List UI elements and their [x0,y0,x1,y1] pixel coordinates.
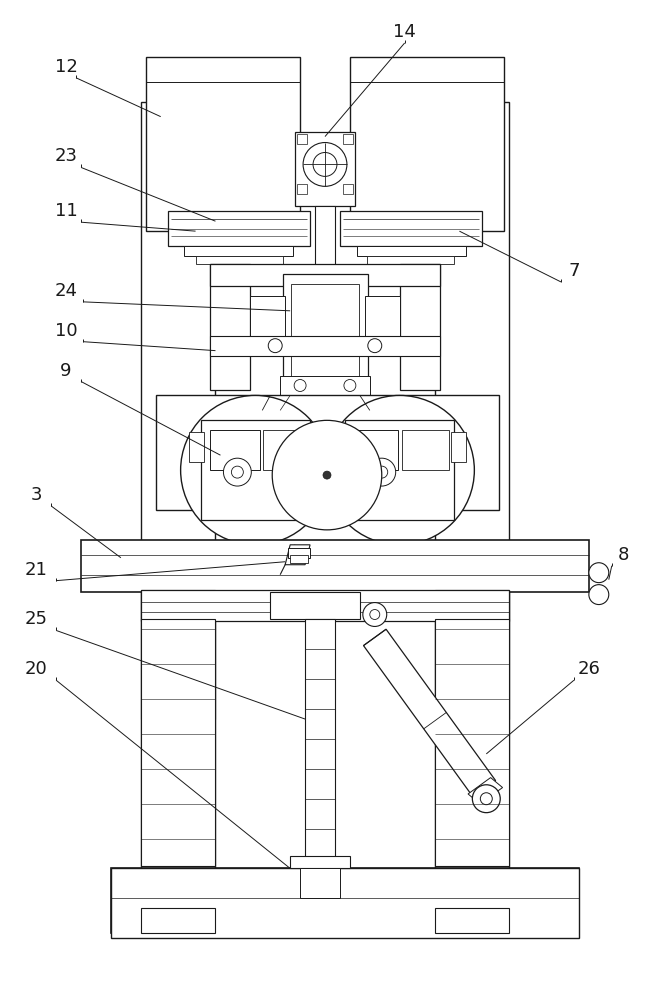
Circle shape [363,603,387,626]
Circle shape [313,152,337,176]
Circle shape [472,785,500,813]
Polygon shape [468,778,502,804]
Circle shape [272,420,382,530]
Bar [367,256,454,264]
Bar [300,868,340,898]
Bar [283,274,368,385]
Bar [184,246,293,256]
Bar [350,430,398,470]
Bar [280,376,370,395]
Bar [195,256,283,264]
Bar [343,134,353,144]
Text: 10: 10 [55,322,77,340]
Circle shape [376,466,387,478]
Bar [452,432,467,462]
Circle shape [180,395,330,545]
Polygon shape [363,629,496,797]
Bar [141,590,509,621]
Bar [146,57,300,231]
Bar [365,296,400,336]
Bar [435,590,509,719]
Bar [400,264,439,390]
Text: 7: 7 [568,262,580,280]
Bar [111,868,579,938]
Circle shape [589,563,609,583]
Text: 24: 24 [55,282,78,300]
Circle shape [323,471,331,479]
Bar [81,540,589,592]
Bar [210,264,439,286]
Bar [297,184,307,194]
Bar [308,309,342,321]
Bar [340,211,482,246]
Bar [295,132,355,206]
Text: 12: 12 [55,58,77,76]
Text: 25: 25 [25,610,48,628]
Circle shape [294,380,306,391]
Bar [263,430,305,470]
Bar [315,206,335,311]
Bar [435,908,509,933]
Bar [210,264,251,390]
Bar [141,590,215,719]
Bar [435,619,509,866]
Bar [297,134,307,144]
Text: 8: 8 [618,546,630,564]
Bar [305,619,335,868]
Bar [290,856,350,868]
Text: 14: 14 [393,23,416,41]
Bar [402,430,450,470]
Text: 23: 23 [55,147,78,165]
Text: 26: 26 [578,660,600,678]
Text: 11: 11 [55,202,77,220]
Bar [357,246,467,256]
Bar [435,102,509,918]
Bar [290,555,308,563]
Text: 20: 20 [25,660,47,678]
Bar [189,432,204,462]
Bar [251,296,285,336]
Circle shape [480,793,493,805]
Text: 21: 21 [25,561,47,579]
Bar [270,592,360,619]
Circle shape [344,380,356,391]
Bar [141,619,215,866]
Circle shape [368,458,396,486]
Bar [210,336,439,356]
Bar [201,420,310,520]
Circle shape [303,143,347,186]
Text: 9: 9 [60,362,72,380]
Circle shape [223,458,251,486]
Bar [141,908,215,933]
Bar [345,420,454,520]
Bar [111,868,579,933]
Bar [343,184,353,194]
Bar [291,284,359,379]
Bar [141,102,215,918]
Bar [210,430,260,470]
Circle shape [325,395,474,545]
Circle shape [232,466,243,478]
Bar [167,211,310,246]
Bar [288,548,310,558]
Circle shape [368,339,382,353]
Circle shape [370,610,380,619]
Circle shape [268,339,282,353]
Circle shape [589,585,609,605]
Bar [350,57,504,231]
Polygon shape [285,545,310,565]
Text: 3: 3 [31,486,42,504]
Bar [156,395,499,510]
